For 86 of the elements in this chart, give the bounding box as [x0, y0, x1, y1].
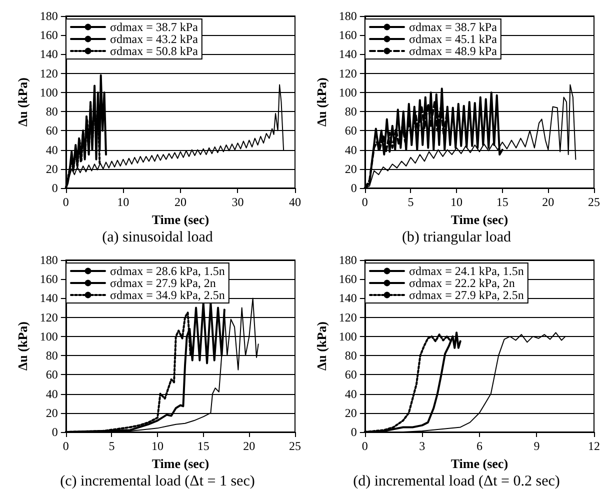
y-tick-label: 180 — [40, 253, 58, 267]
y-tick-label: 100 — [40, 85, 58, 100]
y-tick-label: 100 — [338, 85, 357, 100]
y-tick-label: 100 — [40, 329, 58, 344]
x-tick-label: 0 — [62, 195, 69, 209]
y-tick-label: 160 — [338, 272, 357, 286]
x-tick-label: 6 — [476, 439, 482, 453]
y-tick-label: 60 — [344, 124, 357, 138]
x-tick-label: 15 — [496, 195, 508, 209]
y-tick-label: 20 — [344, 162, 357, 176]
x-axis-title: Time (sec) — [152, 456, 210, 471]
y-tick-label: 140 — [338, 47, 357, 62]
y-axis-title: Δu (kPa) — [314, 322, 329, 370]
y-tick-label: 20 — [344, 406, 357, 420]
y-tick-label: 80 — [46, 348, 58, 363]
x-tick-label: 25 — [588, 195, 600, 209]
legend-label: σdmax = 27.9 kPa, 2n — [110, 276, 216, 290]
y-axis-title: Δu (kPa) — [15, 78, 30, 126]
legend-label: σdmax = 28.6 kPa, 1.5n — [110, 264, 225, 278]
x-tick-label: 20 — [243, 439, 256, 453]
x-tick-label: 0 — [62, 439, 69, 453]
legend-label: σdmax = 45.1 kPa — [409, 32, 498, 46]
y-tick-label: 160 — [40, 28, 58, 42]
x-tick-label: 5 — [108, 439, 115, 453]
legend-label: σdmax = 22.2 kPa, 2n — [409, 276, 515, 290]
x-tick-label: 0 — [362, 439, 368, 453]
y-tick-label: 160 — [40, 272, 58, 286]
x-tick-label: 10 — [152, 439, 164, 453]
x-tick-label: 30 — [232, 195, 244, 209]
legend-label: σdmax = 48.9 kPa — [409, 44, 498, 58]
y-tick-label: 20 — [46, 162, 58, 176]
y-tick-label: 0 — [52, 181, 58, 195]
y-tick-label: 180 — [338, 253, 357, 267]
text: (a) sinusoidal load — [102, 230, 214, 246]
y-tick-label: 20 — [46, 406, 58, 420]
y-tick-label: 80 — [344, 104, 357, 119]
x-tick-label: 20 — [174, 195, 186, 209]
legend-label: σdmax = 50.8 kPa — [110, 44, 199, 58]
legend-label: σdmax = 24.1 kPa, 1.5n — [409, 264, 524, 278]
y-tick-label: 40 — [46, 386, 58, 401]
x-tick-label: 40 — [289, 195, 301, 209]
y-tick-label: 100 — [338, 329, 357, 344]
y-tick-label: 140 — [40, 291, 58, 306]
y-tick-label: 140 — [338, 291, 357, 306]
y-axis-title: Δu (kPa) — [15, 322, 30, 370]
x-tick-label: 0 — [362, 195, 368, 209]
x-axis-title: Time (sec) — [450, 456, 508, 471]
x-axis-title: Time (sec) — [152, 212, 210, 227]
x-tick-label: 3 — [419, 439, 426, 453]
y-tick-label: 0 — [350, 181, 357, 195]
legend-label: σdmax = 34.9 kPa, 2.5n — [110, 288, 225, 302]
x-tick-label: 5 — [408, 195, 414, 209]
y-tick-label: 120 — [338, 66, 357, 80]
y-tick-label: 40 — [46, 142, 58, 157]
y-tick-label: 60 — [46, 124, 58, 138]
y-tick-label: 60 — [344, 368, 357, 382]
legend-label: σdmax = 38.7 kPa — [110, 20, 199, 34]
y-tick-label: 60 — [46, 368, 58, 382]
y-tick-label: 120 — [40, 66, 58, 80]
x-axis-title: Time (sec) — [450, 212, 508, 227]
x-tick-label: 15 — [197, 439, 210, 453]
y-tick-label: 80 — [46, 104, 58, 119]
y-axis-title: Δu (kPa) — [314, 78, 329, 126]
y-tick-label: 80 — [344, 348, 357, 363]
legend-label: σdmax = 43.2 kPa — [110, 32, 199, 46]
y-tick-label: 40 — [344, 142, 357, 157]
y-tick-label: 40 — [344, 386, 357, 401]
legend-label: σdmax = 38.7 kPa — [409, 20, 498, 34]
y-tick-label: 0 — [52, 425, 58, 439]
y-tick-label: 160 — [338, 28, 357, 42]
text: (b) triangular load — [402, 230, 512, 246]
x-tick-label: 9 — [534, 439, 540, 453]
text: (c) incremental load (Δt = 1 sec) — [60, 474, 255, 490]
legend-label: σdmax = 27.9 kPa, 2.5n — [409, 288, 524, 302]
y-tick-label: 120 — [40, 310, 58, 324]
x-tick-label: 20 — [542, 195, 554, 209]
x-tick-label: 10 — [450, 195, 463, 209]
x-tick-label: 12 — [588, 439, 600, 453]
y-tick-label: 120 — [338, 310, 357, 324]
x-tick-label: 10 — [117, 195, 130, 209]
y-tick-label: 180 — [40, 9, 58, 23]
y-tick-label: 0 — [350, 425, 357, 439]
y-tick-label: 140 — [40, 47, 58, 62]
text: (d) incremental load (Δt = 0.2 sec) — [353, 474, 560, 490]
y-tick-label: 180 — [338, 9, 357, 23]
x-tick-label: 25 — [289, 439, 301, 453]
